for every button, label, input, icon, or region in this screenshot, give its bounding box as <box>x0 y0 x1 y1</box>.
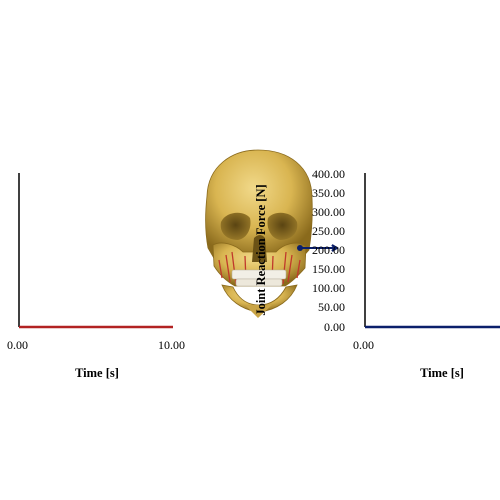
skull-3d-model[interactable] <box>205 149 339 318</box>
y-tick-350: 350.00 <box>312 186 345 200</box>
right-y-axis-title: Joint Reaction Force [N] <box>254 184 268 315</box>
right-chart: 400.00 350.00 300.00 250.00 200.00 150.0… <box>254 167 500 380</box>
right-x-tick-start: 0.00 <box>353 338 374 352</box>
left-x-tick-start: 0.00 <box>7 338 28 352</box>
joint-force-arrow <box>300 244 339 252</box>
skull-mandible <box>221 284 298 313</box>
y-tick-300: 300.00 <box>312 205 345 219</box>
y-tick-100: 100.00 <box>312 281 345 295</box>
right-y-ticks: 400.00 350.00 300.00 250.00 200.00 150.0… <box>312 167 345 334</box>
y-tick-200: 200.00 <box>312 243 345 257</box>
skull-chin <box>245 305 272 318</box>
skull-lower-teeth <box>235 278 283 287</box>
skull-eye-socket-right <box>267 212 298 240</box>
left-x-tick-end: 10.00 <box>158 338 185 352</box>
y-tick-50: 50.00 <box>318 300 345 314</box>
joint-force-marker <box>297 245 303 251</box>
y-tick-250: 250.00 <box>312 224 345 238</box>
skull-nasal-cavity <box>252 235 267 262</box>
y-tick-400: 400.00 <box>312 167 345 181</box>
left-x-axis-title: Time [s] <box>75 366 119 380</box>
skull-eye-socket-left <box>220 212 251 240</box>
left-chart: 0.00 10.00 Time [s] <box>7 173 185 380</box>
right-x-axis-title: Time [s] <box>420 366 464 380</box>
y-tick-0: 0.00 <box>324 320 345 334</box>
y-tick-150: 150.00 <box>312 262 345 276</box>
